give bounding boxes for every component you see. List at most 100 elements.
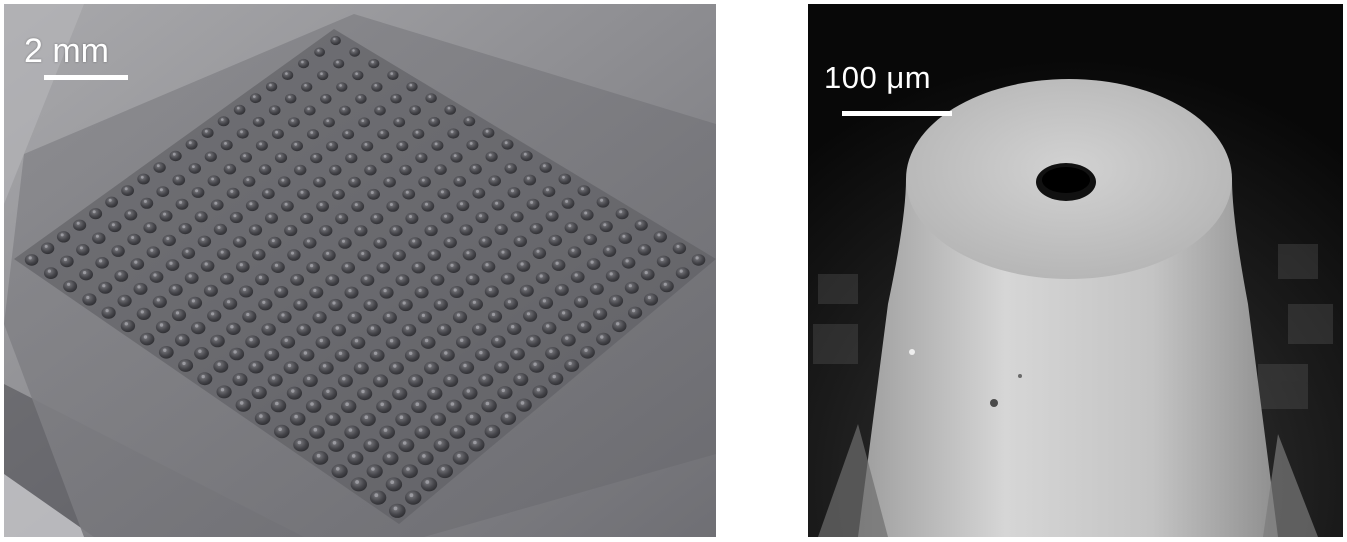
- cone-highlight: [230, 189, 234, 193]
- cone: [428, 116, 441, 127]
- cone: [307, 129, 319, 140]
- cone-highlight: [227, 165, 231, 169]
- cone: [201, 127, 214, 138]
- cone: [370, 213, 384, 225]
- cone: [345, 152, 358, 164]
- cone: [255, 140, 268, 151]
- cone-highlight: [584, 348, 588, 352]
- cone-highlight: [415, 130, 419, 134]
- cone-highlight: [530, 200, 534, 204]
- cone: [155, 320, 171, 334]
- cone-highlight: [79, 246, 83, 250]
- cone: [344, 286, 359, 299]
- cone: [210, 334, 225, 348]
- cone-highlight: [307, 107, 310, 111]
- cone-highlight: [159, 188, 163, 192]
- cone-highlight: [434, 415, 439, 419]
- cone-highlight: [339, 84, 342, 87]
- cone: [82, 293, 97, 306]
- cone: [443, 374, 459, 387]
- cone-highlight: [301, 60, 304, 64]
- cone-highlight: [300, 326, 304, 330]
- cone-highlight: [320, 72, 323, 75]
- cone: [274, 152, 288, 163]
- cone-highlight: [28, 256, 32, 260]
- cone: [583, 233, 597, 246]
- cone: [542, 186, 556, 198]
- cone: [73, 219, 87, 231]
- cone: [363, 299, 378, 312]
- cone-highlight: [329, 276, 333, 280]
- cone: [188, 163, 201, 174]
- cone: [383, 176, 396, 188]
- cone-highlight: [476, 189, 479, 193]
- cone: [24, 254, 39, 266]
- cone: [200, 260, 215, 272]
- cone-highlight: [201, 237, 205, 241]
- cone-highlight: [644, 271, 648, 275]
- sem-cone-graphic: [808, 4, 1343, 537]
- cone: [389, 503, 406, 518]
- cone-highlight: [447, 239, 451, 243]
- cone-highlight: [619, 210, 623, 214]
- cone: [436, 464, 453, 479]
- cone-highlight: [256, 118, 259, 122]
- cone-highlight: [412, 239, 416, 243]
- cone: [382, 451, 399, 466]
- cone-highlight: [415, 402, 420, 407]
- cone-highlight: [111, 223, 115, 227]
- cone-highlight: [383, 289, 387, 293]
- cone: [291, 140, 303, 152]
- cone: [374, 105, 386, 116]
- cone-highlight: [542, 299, 547, 303]
- cone: [261, 188, 275, 200]
- cone: [675, 267, 690, 279]
- cone: [538, 296, 554, 309]
- cone-highlight: [294, 142, 298, 146]
- cone-highlight: [275, 401, 279, 406]
- cone: [408, 374, 424, 388]
- cone: [468, 298, 483, 311]
- cone: [450, 152, 463, 163]
- cone-highlight: [523, 152, 527, 156]
- cone: [341, 261, 356, 274]
- cone-highlight: [335, 191, 339, 194]
- scale-bar-label: 100 μm: [824, 60, 932, 95]
- cone: [405, 490, 422, 505]
- cone: [323, 117, 335, 128]
- cone: [554, 283, 569, 296]
- cone: [482, 127, 495, 138]
- cone: [280, 335, 296, 349]
- cone-highlight: [504, 414, 509, 418]
- cone: [285, 93, 297, 104]
- cone: [309, 286, 324, 299]
- cone: [446, 399, 462, 413]
- cone-highlight: [485, 129, 489, 133]
- cone-highlight: [517, 375, 521, 379]
- cone-highlight: [616, 322, 620, 326]
- cone: [691, 254, 706, 266]
- cone: [169, 150, 182, 162]
- cone: [406, 81, 418, 92]
- cone: [367, 188, 380, 200]
- cone: [156, 186, 170, 198]
- cone: [266, 81, 278, 92]
- cone: [312, 451, 329, 465]
- cone-highlight: [421, 313, 425, 317]
- cone: [643, 293, 659, 306]
- cone-highlight: [223, 275, 227, 279]
- cone: [475, 211, 489, 224]
- cone-highlight: [428, 364, 432, 368]
- cone-highlight: [354, 203, 358, 207]
- cone-highlight: [447, 106, 451, 110]
- cone-highlight: [457, 178, 460, 182]
- cone-highlight: [491, 312, 496, 317]
- cone-highlight: [457, 453, 461, 458]
- cone-highlight: [243, 154, 247, 158]
- cone-highlight: [338, 215, 342, 219]
- cone-highlight: [278, 427, 282, 432]
- cone: [318, 361, 334, 375]
- cone: [185, 139, 198, 150]
- cone: [634, 219, 648, 231]
- cone: [516, 260, 531, 272]
